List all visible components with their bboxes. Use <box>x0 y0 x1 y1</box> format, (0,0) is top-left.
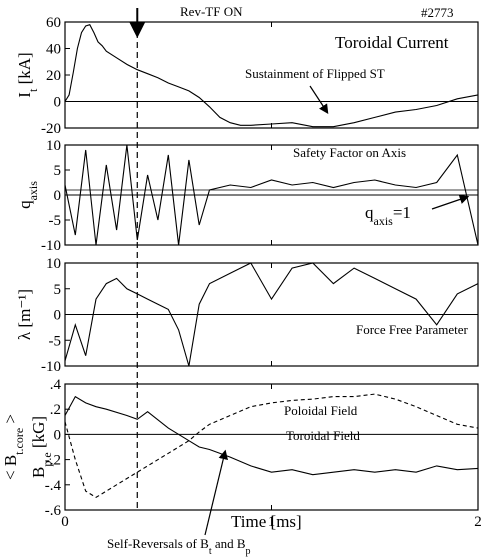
y-tick-label: 0 <box>54 188 62 204</box>
panel-toroidal-current: Toroidal Current Sustainment of Flipped … <box>64 21 479 129</box>
y-tick-label: .2 <box>50 402 61 418</box>
y-axis-label: Bp.e [kG] <box>29 416 54 478</box>
y-tick-label: 0 <box>54 427 62 443</box>
series-line <box>64 393 479 499</box>
panel-title: Toroidal Current <box>335 33 449 52</box>
toroidal-field-label: Toroidal Field <box>286 428 360 443</box>
plot-frame <box>64 383 479 511</box>
self-reversal-annotation: Self-Reversals of Bt and Bp <box>107 536 251 557</box>
x-axis-label: Time [ms] <box>231 512 302 531</box>
annotation-arrow <box>431 194 470 210</box>
y-axis-label: qaxis <box>15 181 40 209</box>
series-line <box>64 144 479 246</box>
y-tick-label: -5 <box>49 213 62 229</box>
qaxis-annotation: qaxis=1 <box>365 203 411 228</box>
x-tick-label: 2 <box>474 514 482 530</box>
x-tick-label: 0 <box>61 514 69 530</box>
y-tick-label: .4 <box>50 377 62 393</box>
x-tick-label: 1 <box>268 514 276 530</box>
y-tick-label: -.2 <box>45 453 61 469</box>
y-tick-label: 0 <box>54 95 62 111</box>
shot-label: #2773 <box>421 5 454 20</box>
series-line <box>64 24 479 128</box>
y-tick-label: 20 <box>46 68 61 84</box>
y-tick-label: 60 <box>46 15 61 31</box>
y-axis-label-core: < Bt.core > <box>1 414 26 480</box>
y-tick-label: -5 <box>49 333 62 349</box>
y-tick-label: 5 <box>54 282 62 298</box>
series-line <box>64 262 479 367</box>
y-tick-label: 0 <box>54 308 62 324</box>
panel-annotation: Sustainment of Flipped ST <box>245 66 385 81</box>
self-reversal-arrow <box>204 449 228 536</box>
annotation-arrow <box>309 85 329 115</box>
poloidal-field-label: Poloidal Field <box>284 403 358 418</box>
y-tick-label: -.6 <box>45 503 62 519</box>
y-tick-label: 40 <box>46 42 61 58</box>
y-tick-label: -.4 <box>45 478 62 494</box>
y-tick-label: 5 <box>54 163 62 179</box>
y-axis-label: λ [m⁻¹] <box>15 289 34 340</box>
y-axis-label: It [kA] <box>15 52 40 97</box>
panel-magnetic-fields: Poloidal Field Toroidal Field <box>64 383 479 511</box>
y-tick-label: -10 <box>41 359 61 375</box>
panel-title: Force Free Parameter <box>356 322 469 337</box>
rev-tf-label: Rev-TF ON <box>180 4 243 19</box>
y-tick-label: -20 <box>41 121 61 137</box>
y-tick-label: 10 <box>46 256 61 272</box>
y-tick-label: 10 <box>46 138 61 154</box>
panel-title: Safety Factor on Axis <box>293 145 406 160</box>
series-line <box>64 395 479 476</box>
y-tick-label: -10 <box>41 238 61 254</box>
